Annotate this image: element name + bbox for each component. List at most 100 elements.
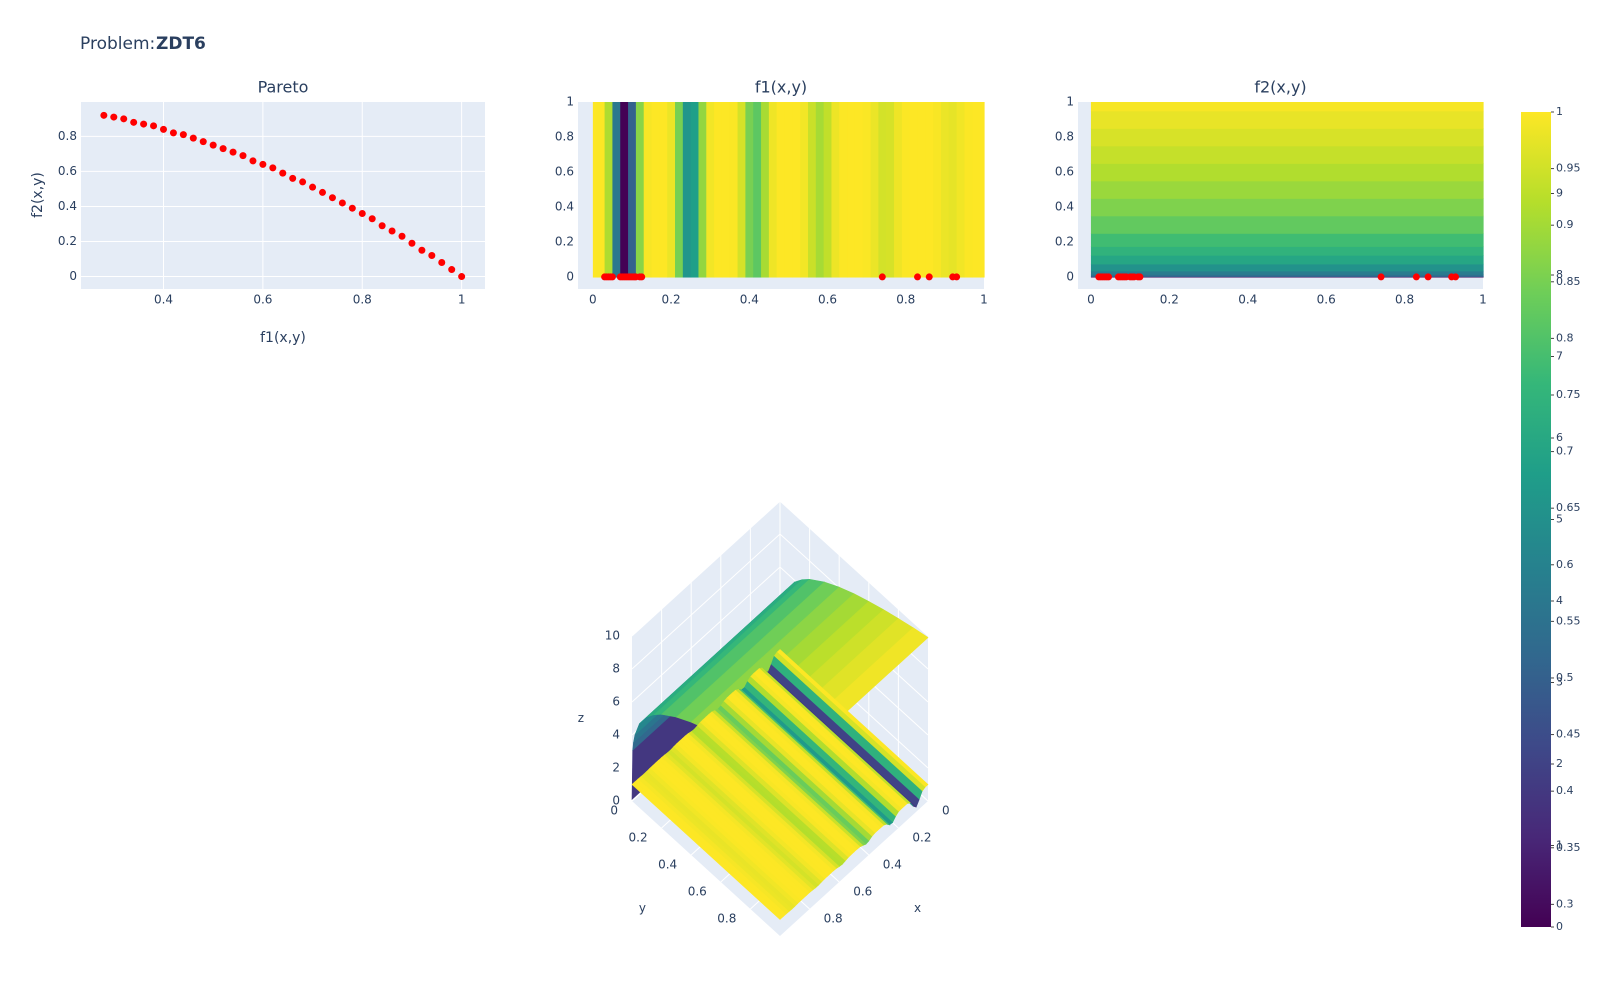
colorbar-tick-label: 0.75: [1556, 388, 1581, 401]
y-tick-label: 0.2: [1055, 234, 1074, 248]
contour-cell: [714, 102, 723, 278]
contour-cell: [753, 102, 762, 278]
contour-cell: [823, 102, 833, 278]
y-tick-label: 0.2: [629, 831, 648, 845]
colorbar-tick-label: 0.85: [1556, 275, 1581, 288]
scatter-point: [179, 131, 187, 139]
x-tick-label: 0: [1087, 293, 1095, 307]
colorbar-tick-label: 2: [1556, 757, 1563, 770]
contour-cell: [854, 102, 864, 278]
x-tick-label: 0.2: [912, 831, 931, 845]
x-tick-label: 0.4: [1238, 293, 1257, 307]
y-tick-label: 0: [566, 269, 574, 283]
contour-cell: [690, 102, 700, 278]
plot-title: f1(x,y): [755, 78, 807, 97]
x-tick-label: 0.2: [1160, 293, 1179, 307]
scatter-point: [159, 125, 167, 133]
contour-cell: [1090, 246, 1484, 256]
contour-cell: [1090, 275, 1484, 278]
scatter-point: [229, 148, 237, 156]
scatter-point: [169, 129, 177, 137]
scatter-point: [378, 222, 386, 230]
x-axis-title: f1(x,y): [260, 330, 306, 346]
scatter-point: [878, 273, 886, 281]
colorbar-tick-label: 0: [1556, 920, 1563, 933]
colorbar-tick-label: 1: [1556, 105, 1563, 118]
x-tick-label: 0.8: [1395, 293, 1414, 307]
contour-cell: [596, 102, 606, 278]
contour-cell: [964, 102, 973, 278]
contour-cell: [729, 102, 739, 278]
colorbar-tick-label: 5: [1556, 513, 1563, 526]
contour-cell: [1090, 198, 1484, 217]
contour-cell: [768, 102, 778, 278]
x-tick-label: 0: [589, 293, 597, 307]
contour-cell: [737, 102, 747, 278]
contour-cell: [643, 102, 653, 278]
contour-cell: [807, 102, 817, 278]
contour-cell: [870, 102, 879, 278]
scatter-point: [638, 273, 646, 281]
colorbar-tick-label: 4: [1556, 594, 1563, 607]
contour-cell: [706, 102, 715, 278]
scatter-point: [338, 199, 346, 207]
colorbar-tick-label: 0.9: [1556, 218, 1574, 231]
scatter-point: [1412, 273, 1420, 281]
scatter-point: [219, 145, 227, 153]
y-tick-label: 0.8: [1055, 129, 1074, 143]
contour-cell: [612, 102, 621, 278]
plot-title: Pareto: [258, 78, 309, 97]
colorbar-tick-label: 0.65: [1556, 501, 1581, 514]
contour-cell: [1090, 145, 1484, 164]
contour-cell: [1090, 215, 1484, 234]
scatter-point: [150, 122, 158, 130]
x-tick-label: 1: [1479, 293, 1487, 307]
scatter-point: [953, 273, 961, 281]
contour-cell: [917, 102, 926, 278]
scatter-point: [348, 204, 356, 212]
y-tick-label: 0: [69, 269, 77, 283]
scatter-point: [428, 252, 436, 260]
scatter-point: [120, 115, 128, 123]
scatter-point: [319, 188, 327, 196]
contour-cell: [800, 102, 809, 278]
y-tick-label: 0.4: [658, 858, 677, 872]
contour-cell: [620, 102, 629, 278]
scatter-point: [289, 174, 297, 182]
y-tick-label: 0.2: [58, 234, 77, 248]
y-axis-title: y: [639, 901, 646, 915]
z-tick-label: 2: [612, 761, 620, 775]
contour-cell: [1090, 263, 1484, 272]
scatter-point: [358, 209, 366, 217]
x-tick-label: 1: [458, 293, 466, 307]
contour-cell: [894, 102, 903, 278]
contour-cell: [784, 102, 793, 278]
contour-cell: [776, 102, 786, 278]
scatter-point: [608, 273, 616, 281]
colorbar: [1521, 112, 1551, 927]
scatter-point: [368, 215, 376, 223]
z-tick-label: 8: [612, 662, 620, 676]
scatter-point: [140, 120, 148, 128]
y-tick-label: 1: [566, 95, 574, 109]
contour-cell: [815, 102, 825, 278]
y-tick-label: 0.8: [717, 912, 736, 926]
y-tick-label: 0.6: [58, 164, 77, 178]
colorbar-tick-label: 0.55: [1556, 614, 1581, 627]
scatter-point: [1424, 273, 1432, 281]
scatter-point: [100, 111, 108, 119]
contour-cell: [878, 102, 887, 278]
scatter-point: [130, 118, 138, 126]
title-problem: ZDT6: [156, 34, 206, 54]
z-tick-label: 6: [612, 695, 620, 709]
x-tick-label: 0.6: [253, 293, 272, 307]
scatter-point: [279, 169, 287, 177]
z-tick-label: 10: [605, 629, 620, 643]
x-tick-label: 0.2: [662, 293, 681, 307]
scatter-point: [398, 232, 406, 240]
scatter-point: [269, 164, 277, 172]
scatter-point: [1136, 273, 1144, 281]
scatter-point: [1105, 273, 1113, 281]
scatter-point: [448, 266, 456, 274]
contour-cell: [1090, 180, 1484, 199]
